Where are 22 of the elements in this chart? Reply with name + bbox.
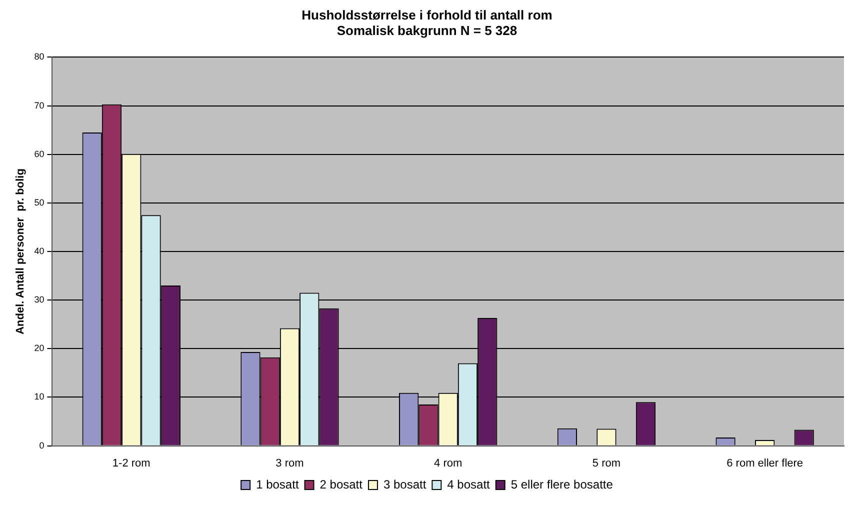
legend-label: 4 bosatt bbox=[447, 477, 491, 492]
y-tick-label: 50 bbox=[34, 197, 44, 208]
chart-subtitle: Somalisk bakgrunn N = 5 328 bbox=[336, 22, 518, 38]
chart-title: Husholdsstørrelse i forhold til antall rom bbox=[302, 7, 552, 22]
x-tick-label: 6 rom eller flere bbox=[726, 457, 804, 470]
y-tick-label: 10 bbox=[34, 392, 44, 402]
x-tick-label: 3 rom bbox=[276, 457, 304, 470]
y-tick-label: 0 bbox=[39, 440, 44, 450]
legend-label: 3 bosatt bbox=[383, 477, 427, 492]
y-tick-label: 60 bbox=[34, 148, 44, 159]
y-tick-label: 80 bbox=[34, 52, 44, 62]
y-tick-label: 30 bbox=[34, 294, 44, 305]
y-tick-label: 70 bbox=[34, 100, 44, 110]
y-tick-label: 20 bbox=[34, 343, 44, 354]
x-tick-label: 5 rom bbox=[592, 457, 621, 470]
x-tick-label: 1-2 rom bbox=[112, 457, 150, 470]
legend-label: 2 bosatt bbox=[320, 477, 364, 492]
legend-label: 5 eller flere bosatte bbox=[510, 477, 614, 492]
x-tick-label: 4 rom bbox=[434, 457, 462, 470]
legend-label: 1 bosatt bbox=[256, 477, 300, 492]
y-axis-title: Andel. Antall personer pr. bolig bbox=[14, 168, 27, 334]
y-tick-label: 40 bbox=[34, 246, 44, 256]
